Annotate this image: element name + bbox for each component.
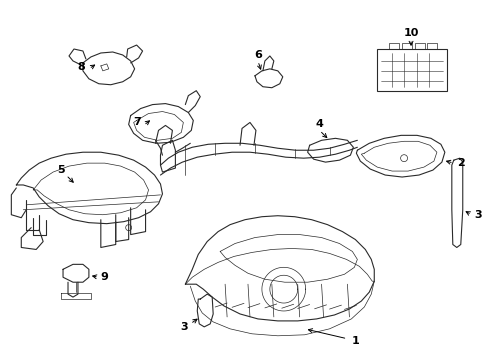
- Text: 3: 3: [180, 322, 188, 332]
- Text: 4: 4: [316, 120, 323, 130]
- Text: 9: 9: [101, 272, 109, 282]
- Polygon shape: [255, 69, 283, 88]
- Text: 6: 6: [254, 50, 262, 60]
- Text: 1: 1: [351, 336, 359, 346]
- Text: 5: 5: [57, 165, 65, 175]
- Polygon shape: [308, 138, 353, 162]
- Polygon shape: [83, 52, 135, 85]
- Text: 8: 8: [77, 62, 85, 72]
- Text: 3: 3: [474, 210, 482, 220]
- Polygon shape: [63, 264, 89, 282]
- Polygon shape: [185, 216, 374, 321]
- FancyBboxPatch shape: [377, 49, 447, 91]
- Polygon shape: [452, 158, 463, 247]
- Polygon shape: [129, 104, 193, 143]
- Text: 2: 2: [457, 158, 465, 168]
- Text: 10: 10: [403, 28, 419, 38]
- Polygon shape: [197, 294, 213, 327]
- Polygon shape: [356, 135, 445, 177]
- Polygon shape: [16, 152, 163, 224]
- Text: 7: 7: [134, 117, 142, 127]
